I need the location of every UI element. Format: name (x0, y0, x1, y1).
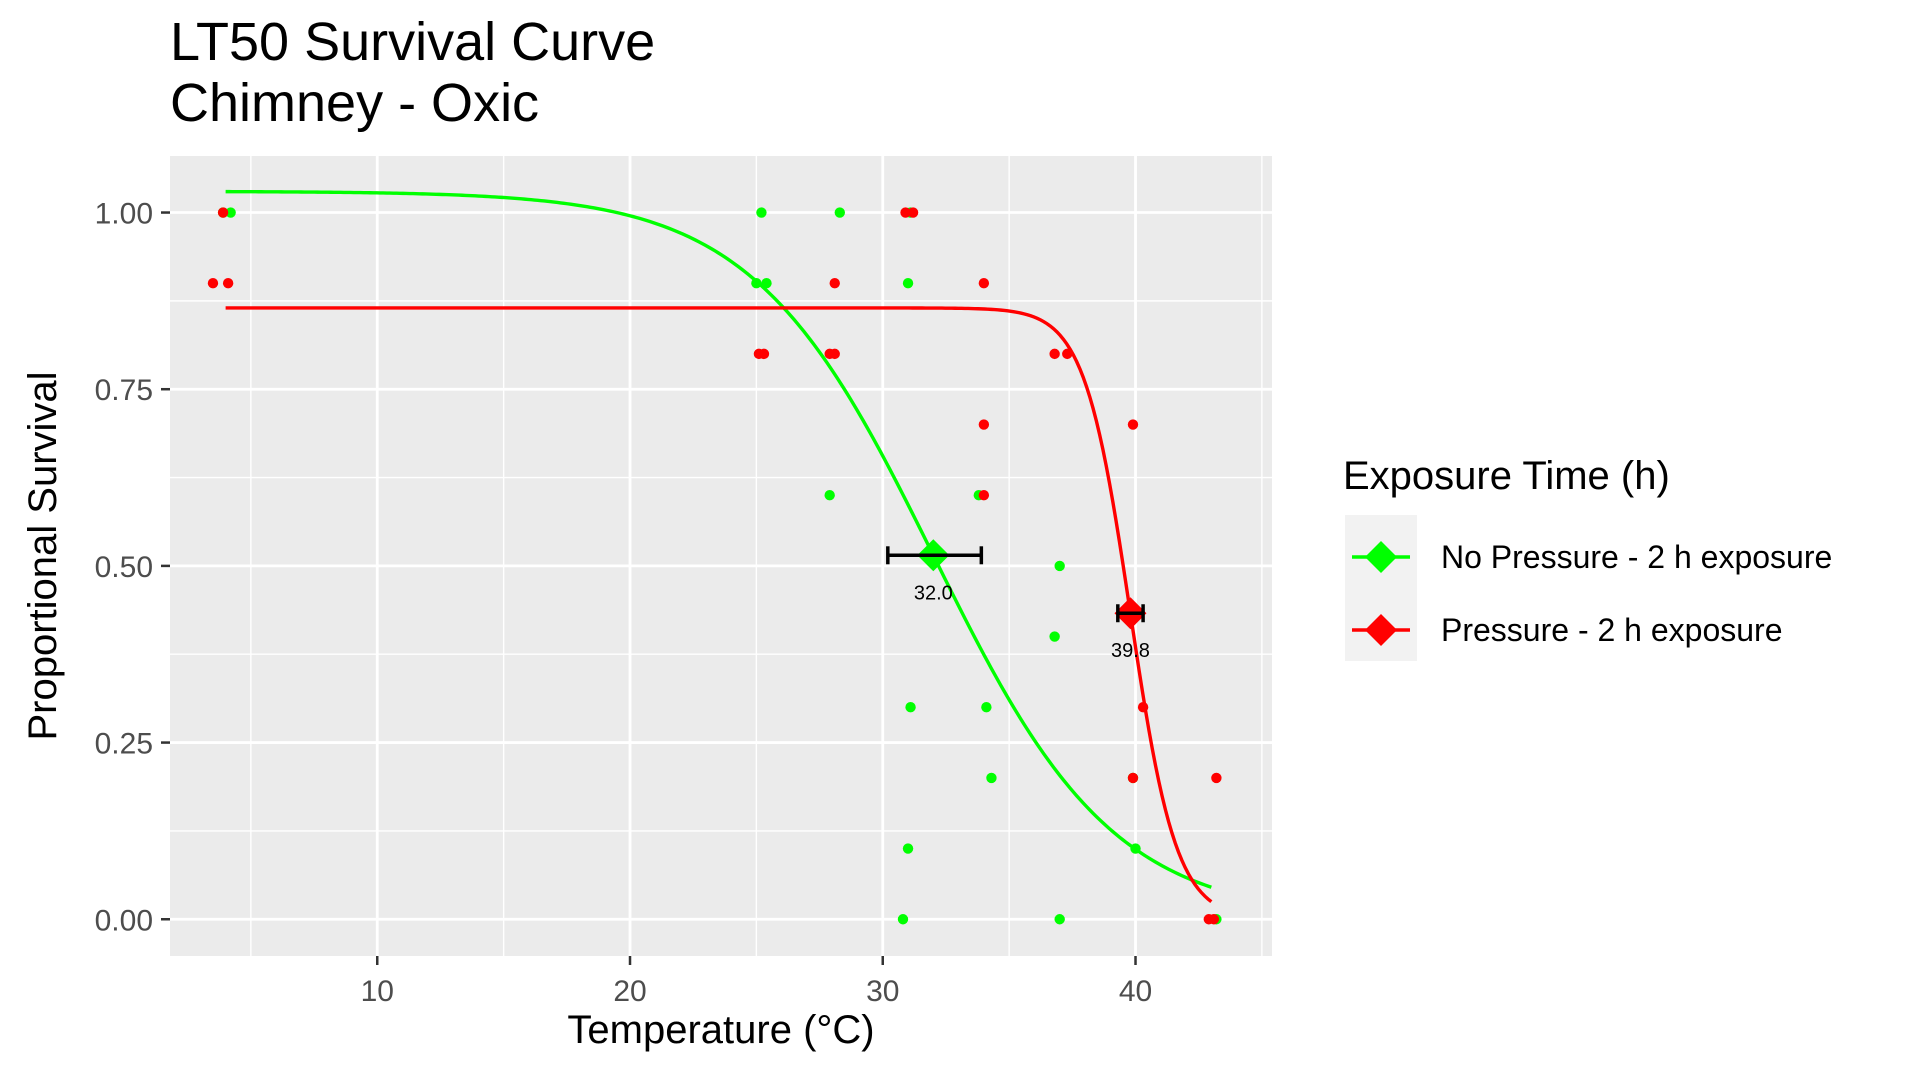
grid-minor (170, 156, 1272, 956)
data-point (1054, 914, 1065, 925)
data-point (978, 419, 990, 430)
data-point (207, 278, 219, 289)
data-point (900, 207, 911, 218)
data-point (902, 278, 914, 289)
data-point (834, 207, 845, 218)
data-point (751, 278, 762, 289)
y-tick-label: 0.25 (95, 728, 153, 761)
data-point (907, 207, 919, 218)
data-point (1054, 560, 1065, 572)
data-point (902, 843, 914, 854)
x-tick-label: 10 (361, 975, 394, 1008)
fit-curves (225, 189, 1213, 904)
legend-key-diamond (1365, 614, 1397, 646)
data-point (905, 702, 916, 713)
data-point (761, 278, 772, 289)
data-point (217, 207, 229, 218)
legend: Exposure Time (h) No Pressure - 2 h expo… (1343, 454, 1832, 661)
y-tick-label: 0.50 (95, 551, 153, 584)
fit-curve (225, 306, 1213, 904)
data-point (1062, 348, 1073, 360)
data-point (756, 207, 767, 218)
data-point (1137, 702, 1149, 713)
data-point (758, 348, 770, 360)
legend-label: No Pressure - 2 h exposure (1441, 539, 1832, 575)
legend-key-diamond (1365, 541, 1397, 573)
data-point (829, 348, 840, 360)
data-point (1127, 419, 1139, 430)
y-axis-title: Proportional Survival (21, 371, 65, 740)
legend-title: Exposure Time (h) (1343, 454, 1670, 498)
data-point (1127, 772, 1139, 784)
chart-title: LT50 Survival Curve (170, 12, 655, 72)
data-point (225, 207, 236, 218)
plot-panel (170, 156, 1272, 956)
data-point (1049, 348, 1060, 360)
data-point (978, 490, 990, 501)
data-point (986, 772, 997, 784)
x-tick-label: 30 (866, 975, 899, 1008)
y-tick-label: 0.75 (95, 374, 153, 407)
x-tick-label: 20 (613, 975, 646, 1008)
fit-curve (225, 189, 1212, 889)
data-point (824, 490, 835, 501)
legend-label: Pressure - 2 h exposure (1441, 612, 1783, 648)
data-point (981, 702, 992, 713)
lt50-label: 39.8 (1111, 640, 1150, 662)
y-tick-label: 1.00 (95, 198, 153, 231)
x-tick-label: 40 (1119, 975, 1152, 1008)
axes: 10 20 30 40 0.00 0.25 0.50 0.75 1.00 (95, 198, 1153, 1008)
data-point (1211, 772, 1222, 784)
lt50-markers: 32.0 39.8 (886, 539, 1150, 662)
data-point (829, 278, 840, 289)
data-point (978, 278, 990, 289)
data-point (1208, 914, 1220, 925)
data-points (207, 207, 1222, 925)
grid-major (170, 156, 1272, 956)
lt50-label: 32.0 (914, 582, 953, 604)
chart-subtitle: Chimney - Oxic (170, 73, 539, 133)
y-tick-label: 0.00 (95, 904, 153, 937)
data-point (222, 278, 234, 289)
x-axis-title: Temperature (°C) (567, 1008, 874, 1052)
data-point (897, 914, 909, 925)
data-point (1049, 631, 1060, 642)
data-point (1130, 843, 1141, 854)
